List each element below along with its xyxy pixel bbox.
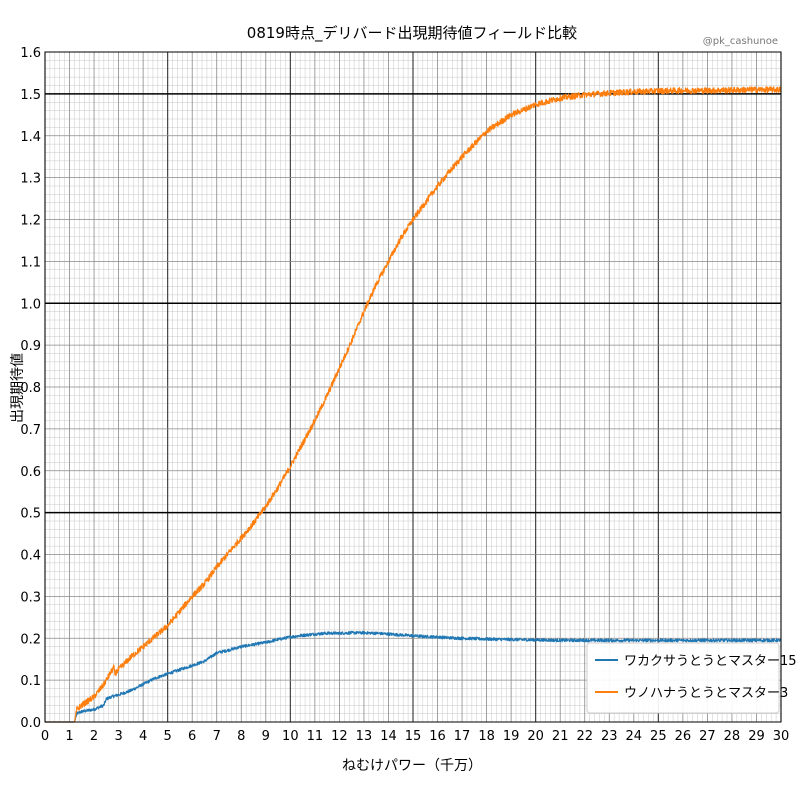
x-tick-label: 3 <box>114 729 122 744</box>
y-tick-label: 0.6 <box>20 465 41 480</box>
y-tick-label: 1.6 <box>20 46 41 61</box>
x-tick-label: 17 <box>454 729 471 744</box>
y-tick-labels: 0.0 0.1 0.2 0.3 0.4 0.5 0.6 0.7 0.8 0.9 1.0 1.1 1.2 1… <box>20 46 41 731</box>
emphasized-grid <box>45 93 781 514</box>
legend-label-wakakusa: ワカクサうとうとマスター15 <box>624 654 797 669</box>
series-line-0 <box>44 630 782 723</box>
x-tick-label: 21 <box>552 729 569 744</box>
y-tick-label: 1.5 <box>20 88 41 103</box>
x-tick-labels: 0 1 2 3 4 5 6 7 8 9 10 11 12 13 14 15 16 17 18 19 20 21 22 23 24… <box>41 729 789 744</box>
x-tick-label: 24 <box>626 729 643 744</box>
x-tick-label: 26 <box>675 729 692 744</box>
series-line-1 <box>44 86 782 723</box>
y-tick-label: 0.7 <box>20 423 41 438</box>
x-tick-label: 6 <box>188 729 196 744</box>
x-tick-label: 29 <box>748 729 765 744</box>
x-tick-label: 8 <box>237 729 245 744</box>
y-tick-label: 0.8 <box>20 381 41 396</box>
x-tick-label: 30 <box>773 729 790 744</box>
y-tick-label: 0.3 <box>20 590 41 605</box>
x-tick-label: 4 <box>139 729 147 744</box>
y-tick-label: 0.1 <box>20 674 41 689</box>
y-tick-label: 1.3 <box>20 172 41 187</box>
x-tick-label: 10 <box>282 729 299 744</box>
x-tick-label: 14 <box>380 729 397 744</box>
x-axis-label: ねむけパワー（千万） <box>342 758 482 774</box>
y-tick-label: 0.0 <box>20 716 41 731</box>
x-tick-label: 20 <box>527 729 544 744</box>
x-tick-label: 11 <box>307 729 324 744</box>
x-tick-label: 27 <box>699 729 716 744</box>
legend: ワカクサうとうとマスター15 ウノハナうとうとマスター3 <box>586 642 797 714</box>
chart-title: 0819時点_デリバード出現期待値フィールド比較 <box>247 24 577 43</box>
x-tick-label: 16 <box>429 729 446 744</box>
x-tick-label: 5 <box>164 729 172 744</box>
x-tick-label: 9 <box>262 729 270 744</box>
y-tick-label: 0.2 <box>20 632 41 647</box>
watermark: @pk_cashunoe <box>703 36 778 47</box>
x-tick-label: 12 <box>331 729 348 744</box>
y-axis-label: 出現期待値 <box>10 353 26 423</box>
series-layer <box>44 86 782 723</box>
x-tick-label: 13 <box>356 729 373 744</box>
legend-label-unohana: ウノハナうとうとマスター3 <box>624 686 788 701</box>
y-tick-label: 1.0 <box>20 297 41 312</box>
x-tick-label: 2 <box>90 729 98 744</box>
x-tick-label: 28 <box>724 729 741 744</box>
x-tick-label: 0 <box>41 729 49 744</box>
y-tick-label: 0.5 <box>20 507 41 522</box>
x-tick-label: 7 <box>213 729 221 744</box>
y-tick-label: 1.1 <box>20 255 41 270</box>
x-tick-label: 18 <box>478 729 495 744</box>
legend-box <box>586 642 780 714</box>
y-tick-label: 0.9 <box>20 339 41 354</box>
x-tick-label: 25 <box>650 729 667 744</box>
y-tick-label: 1.4 <box>20 130 41 145</box>
x-tick-label: 19 <box>503 729 520 744</box>
y-tick-label: 0.4 <box>20 549 41 564</box>
x-tick-label: 22 <box>576 729 593 744</box>
plot-frame <box>44 51 782 723</box>
x-tick-label: 15 <box>405 729 422 744</box>
x-tick-label: 23 <box>601 729 618 744</box>
x-tick-label: 1 <box>65 729 73 744</box>
y-tick-label: 1.2 <box>20 214 41 229</box>
